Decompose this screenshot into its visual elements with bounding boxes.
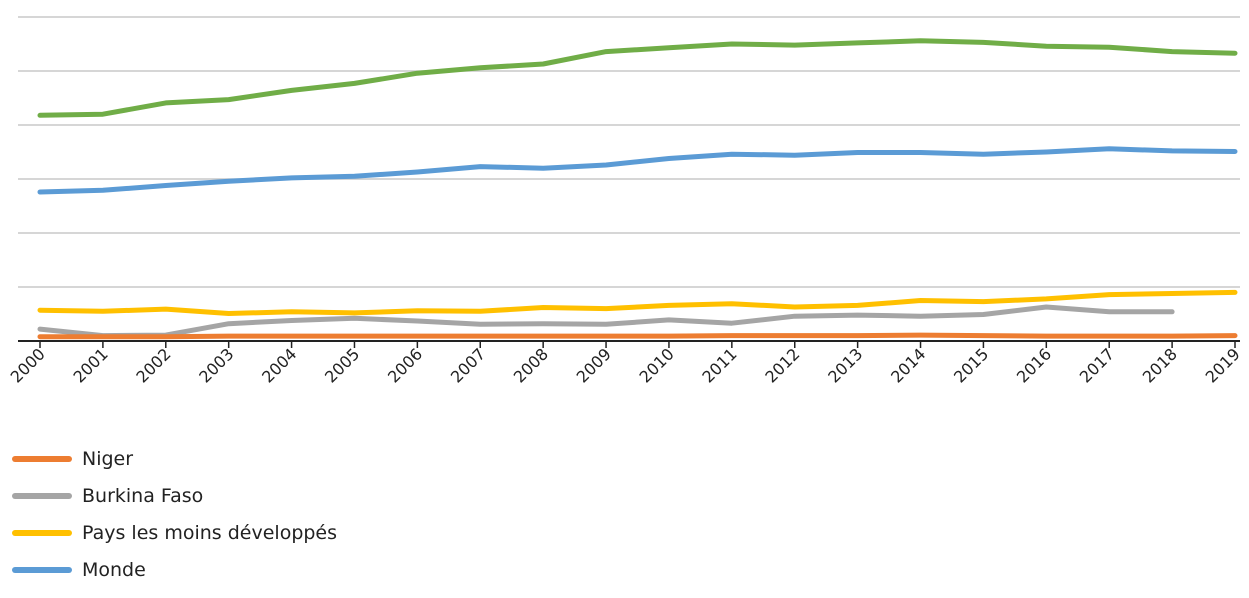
x-tick-label: 2005 [321, 344, 363, 386]
x-tick-label: 2010 [636, 344, 678, 386]
legend-label-pays-moins-developpes: Pays les moins développés [82, 521, 338, 544]
series-line-niger [37, 332, 1238, 340]
x-tick-label: 2011 [698, 344, 740, 386]
series-line-pays-les-moins-developpes [37, 289, 1238, 316]
legend-item-pays-moins-developpes: Pays les moins développés [12, 514, 337, 551]
legend-label-burkina-faso: Burkina Faso [82, 484, 204, 507]
legend-item-niger: Niger [12, 440, 337, 477]
series-line-monde [37, 146, 1238, 195]
x-tick-label: 2009 [573, 344, 615, 386]
x-tick-label: 2000 [7, 344, 49, 386]
x-tick-label: 2013 [824, 344, 866, 386]
x-tick-label: 2002 [132, 344, 174, 386]
gridlines [18, 16, 1240, 288]
x-tick-label: 2015 [950, 344, 992, 386]
x-tick-label: 2014 [887, 344, 929, 386]
legend-label-niger: Niger [82, 447, 134, 470]
x-tick-label: 2017 [1076, 344, 1118, 386]
legend-item-monde: Monde [12, 551, 337, 588]
series-lines [37, 38, 1238, 340]
legend-label-monde: Monde [82, 558, 146, 581]
legend-swatch-monde [12, 566, 72, 573]
x-tick-label: 2007 [447, 344, 489, 386]
x-tick-label: 2003 [195, 344, 237, 386]
legend: Niger Burkina Faso Pays les moins dévelo… [12, 440, 337, 588]
x-tick-label: 2008 [510, 344, 552, 386]
legend-item-burkina-faso: Burkina Faso [12, 477, 337, 514]
x-tick-label: 2004 [258, 344, 300, 386]
legend-swatch-burkina-faso [12, 492, 72, 499]
legend-swatch-pays-moins-developpes [12, 529, 72, 536]
x-tick-label: 2001 [69, 344, 111, 386]
line-chart: 2000 2001 2002 2003 2004 2005 2006 2007 2008 2009… [7, 16, 1244, 387]
x-tick-label: 2018 [1139, 344, 1181, 386]
series-line-burkina-faso [37, 304, 1175, 339]
series-line-unlabeled [37, 38, 1238, 118]
x-tick-label: 2012 [761, 344, 803, 386]
x-tick-label: 2019 [1202, 344, 1244, 386]
legend-swatch-niger [12, 455, 72, 462]
x-tick-label: 2006 [384, 344, 426, 386]
x-tick-label: 2016 [1013, 344, 1055, 386]
x-tick-labels: 2000 2001 2002 2003 2004 2005 2006 2007 2008 2009… [7, 341, 1244, 387]
